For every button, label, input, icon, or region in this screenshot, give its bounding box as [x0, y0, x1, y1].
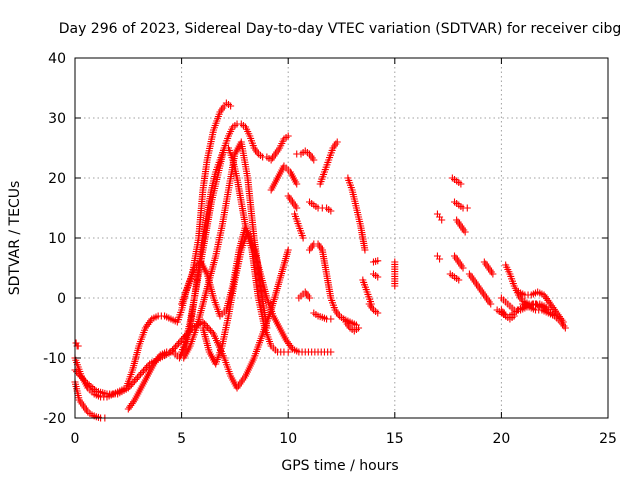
data-point [561, 324, 569, 332]
data-point [374, 257, 382, 265]
data-point [327, 207, 335, 215]
y-tick-label: 0 [57, 291, 66, 307]
y-tick-label: 30 [48, 111, 66, 127]
data-point [333, 138, 341, 146]
data-point [461, 228, 469, 236]
data-point [130, 377, 138, 385]
data-point [141, 365, 149, 373]
data-point [455, 276, 463, 284]
y-tick-label: -10 [43, 351, 66, 367]
data-point [208, 328, 216, 336]
data-point [327, 315, 335, 323]
data-point [176, 338, 184, 346]
data-point [457, 180, 465, 188]
data-point [205, 325, 213, 333]
data-point [85, 381, 93, 389]
data-point [74, 342, 82, 350]
y-tick-label: 40 [48, 51, 66, 67]
data-point [374, 309, 382, 317]
data-point [173, 341, 181, 349]
y-axis-label: SDTVAR / TECUs [7, 181, 23, 296]
data-point [74, 369, 82, 377]
x-tick-label: 20 [492, 431, 510, 447]
x-tick-label: 10 [279, 431, 297, 447]
data-point [374, 273, 382, 281]
data-point [170, 345, 178, 353]
data-point [284, 348, 292, 356]
data-point [124, 384, 132, 392]
data-point [175, 339, 183, 347]
data-point [203, 323, 211, 331]
data-point [263, 324, 271, 332]
data-point [87, 383, 95, 390]
data-point [79, 375, 87, 383]
data-point [135, 372, 143, 380]
x-axis-label: GPS time / hours [281, 458, 398, 474]
chart-title: Day 296 of 2023, Sidereal Day-to-day VTE… [59, 21, 622, 37]
data-point [76, 371, 84, 379]
data-point [83, 380, 91, 387]
data-point [306, 294, 314, 302]
data-point [80, 376, 88, 384]
data-point [310, 156, 318, 164]
y-tick-label: -20 [43, 411, 66, 427]
data-point [140, 367, 148, 375]
data-point [136, 370, 144, 378]
data-point [129, 379, 137, 387]
grid [75, 58, 608, 418]
x-tick-label: 0 [71, 431, 80, 447]
data-point [284, 132, 292, 140]
data-point [89, 384, 97, 392]
y-tick-label: 10 [48, 231, 66, 247]
data-point [299, 234, 307, 242]
data-point [73, 368, 81, 376]
data-point [352, 321, 360, 329]
data-point [200, 320, 208, 328]
data-point [138, 369, 146, 377]
axis-ticks: 0 5 10 15 20 25 -20 -10 0 10 20 30 40 [43, 51, 617, 447]
x-tick-label: 25 [599, 431, 617, 447]
data-point [284, 246, 292, 254]
data-point [438, 216, 446, 224]
data-point [127, 381, 135, 389]
data-point [143, 363, 151, 371]
data-point [489, 270, 497, 278]
data-point [77, 373, 85, 381]
x-tick-label: 15 [386, 431, 404, 447]
data-point [391, 282, 399, 290]
data-point [293, 204, 301, 212]
data-point [510, 312, 518, 320]
data-point [436, 255, 444, 263]
data-points [71, 99, 569, 422]
y-tick-label: 20 [48, 171, 66, 187]
data-point [327, 348, 335, 356]
data-point [126, 382, 134, 390]
data-point [82, 378, 90, 386]
data-point [207, 327, 215, 335]
data-point [172, 343, 180, 351]
data-point [293, 180, 301, 188]
data-point [227, 102, 235, 110]
data-point [463, 204, 471, 212]
data-point [487, 300, 495, 308]
data-point [361, 246, 369, 254]
data-point [133, 374, 141, 382]
x-tick-label: 5 [177, 431, 186, 447]
data-point [132, 375, 140, 383]
data-point [91, 386, 99, 393]
data-point [459, 264, 467, 272]
